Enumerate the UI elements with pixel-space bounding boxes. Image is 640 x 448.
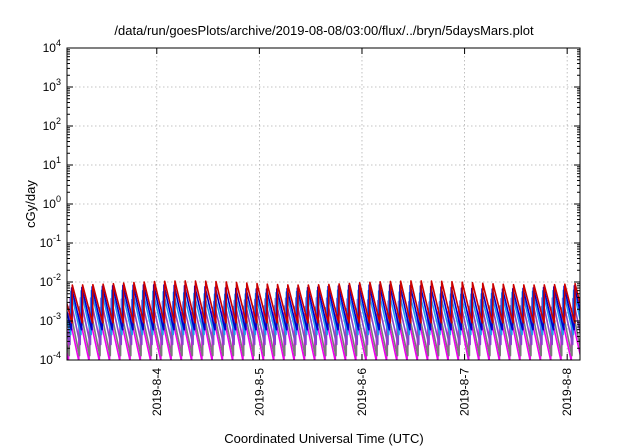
x-tick-label: 2019-8-8 <box>560 368 574 416</box>
y-tick-labels: 10-4 10-3 10-2 10-1 100 101 102 103 104 <box>40 38 61 367</box>
x-tick-label: 2019-8-7 <box>458 368 472 416</box>
y-tick-label: 104 <box>43 38 61 55</box>
y-tick-label: 10-1 <box>40 233 61 250</box>
y-tick-label: 101 <box>43 155 61 172</box>
x-tick-labels: 2019-8-4 2019-8-5 2019-8-6 2019-8-7 2019-8-8 <box>150 368 574 416</box>
x-tick-label: 2019-8-5 <box>252 368 266 416</box>
chart-title: /data/run/goesPlots/archive/2019-08-08/0… <box>114 23 534 38</box>
y-tick-label: 10-4 <box>40 350 61 367</box>
y-tick-label: 103 <box>43 77 61 94</box>
series-line <box>67 304 580 357</box>
series-layer <box>67 280 580 360</box>
y-tick-label: 10-3 <box>40 311 61 328</box>
x-tick-label: 2019-8-4 <box>150 368 164 416</box>
x-axis-label: Coordinated Universal Time (UTC) <box>224 431 423 446</box>
x-tick-label: 2019-8-6 <box>355 368 369 416</box>
y-axis-label: cGy/day <box>23 180 38 228</box>
y-tick-label: 100 <box>43 194 61 211</box>
axis-ticks <box>67 47 580 361</box>
y-tick-label: 10-2 <box>40 272 61 289</box>
y-tick-label: 102 <box>43 116 61 133</box>
series-line <box>67 280 580 324</box>
series-line <box>67 297 580 346</box>
